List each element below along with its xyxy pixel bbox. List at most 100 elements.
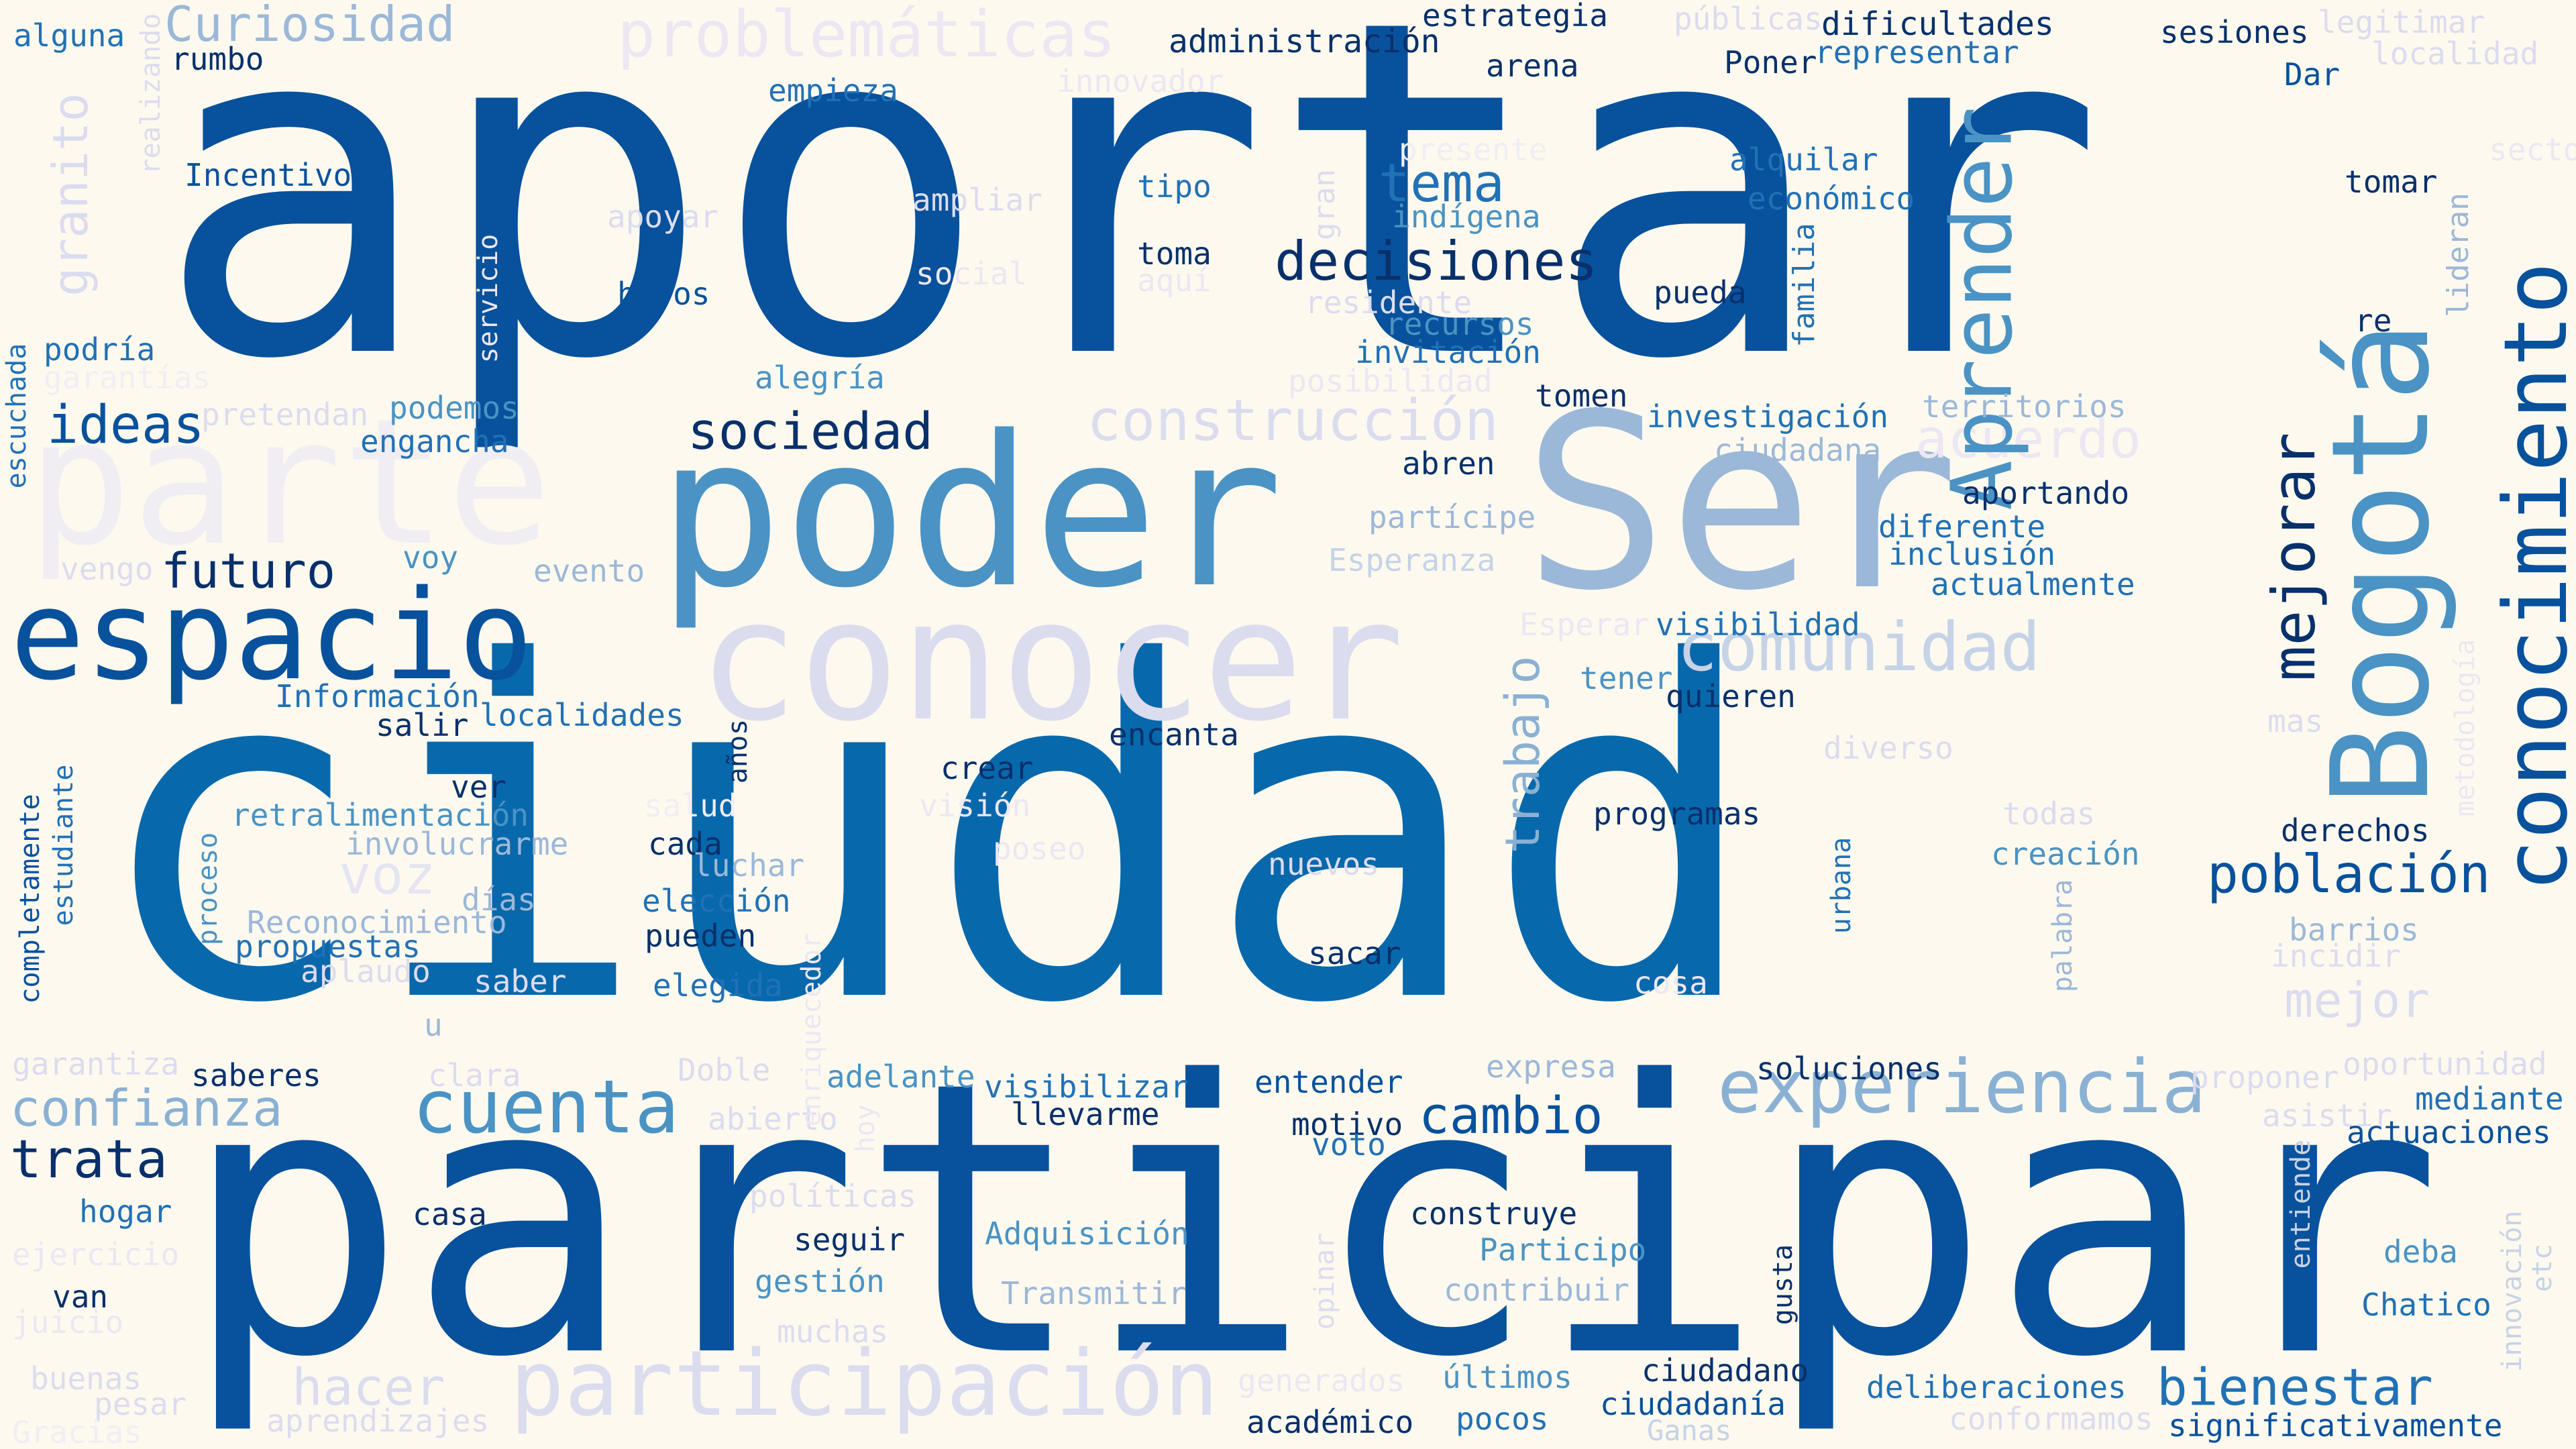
word-sesiones: sesiones [2160,14,2309,50]
word-sector: sector [2489,131,2576,168]
word-propuestas: propuestas [235,928,421,965]
word-aprender: Aprender [1933,106,2031,511]
word-construye: construye [1410,1195,1578,1232]
word-doble: Doble [678,1052,771,1088]
word-enriquecedor: enriquecedor [796,932,827,1127]
word-sacar: sacar [1308,935,1401,971]
word-opinar: opinar [1309,1232,1340,1330]
word-arena: arena [1486,48,1579,84]
word-economico: económico [1748,180,1915,217]
word-pesar: pesar [94,1386,187,1422]
word-chatico: Chatico [2361,1287,2491,1323]
word-informacion: Información [275,678,480,714]
word-podemos: podemos [389,390,519,426]
word-hacer: hacer [292,1357,445,1417]
word-empieza: empieza [768,72,898,109]
word-encanta: encanta [1109,716,1239,753]
word-actuaciones: actuaciones [2347,1114,2551,1150]
word-crear: crear [941,750,1034,786]
word-engancha: engancha [360,423,509,460]
word-bienestar: bienestar [2157,1357,2433,1417]
word-problematicas: problemáticas [617,0,1116,72]
word-seguir: seguir [794,1222,906,1258]
word-granito: granito [42,93,99,297]
word-palabra: palabra [2047,879,2078,993]
word-mejorar: mejorar [2259,432,2328,682]
word-deliberaciones: deliberaciones [1866,1369,2127,1405]
word-ejercicio: ejercicio [12,1236,180,1273]
word-llevarme: llevarme [1011,1096,1160,1132]
word-sociedad: sociedad [688,401,934,461]
word-poseo: poseo [993,830,1086,867]
word-asistir: asistir [2262,1097,2392,1134]
word-estrategia: estrategia [1422,0,1608,34]
word-re: re [2355,303,2392,339]
word-ciudadana: ciudadana [1714,432,1882,468]
word-deba: deba [2383,1234,2458,1270]
word-proceso: proceso [193,832,223,946]
word-saber: saber [474,963,567,1000]
word-estudiante: estudiante [48,764,79,926]
word-evento: evento [533,553,645,589]
word-tema: tema [1379,154,1505,214]
word-tomen: tomen [1535,378,1628,414]
word-retralimentacion: retralimentación [231,797,529,833]
word-ciudadano: ciudadano [1642,1352,1809,1389]
word-experiencia: experiencia [1717,1044,2206,1130]
word-participe: partícipe [1368,499,1536,535]
word-esperar: Esperar [1519,606,1650,643]
word-alegria: alegría [755,360,885,396]
word-localidades: localidades [480,697,684,733]
word-contribuir: contribuir [1444,1272,1629,1308]
word-posibilidad: posibilidad [1288,363,1493,399]
word-pretendan: pretendan [201,396,369,433]
word-quieren: quieren [1666,678,1796,714]
word-nuevos: nuevos [1268,846,1380,882]
word-recursos: recursos [1385,306,1534,342]
word-pueda: pueda [1654,274,1747,311]
word-ciudadania: ciudadanía [1600,1386,1786,1422]
word-eleccion: elección [642,883,791,919]
word-programas: programas [1593,796,1761,832]
word-social: social [916,256,1028,292]
word-acuerdo: acuerdo [1915,408,2142,470]
word-buenas: buenas [30,1360,142,1397]
word-proponer: proponer [2190,1059,2339,1095]
word-bogota: Bogotá [2303,321,2459,806]
word-creacion: creación [1991,836,2140,872]
word-tipo: tipo [1137,168,1212,205]
word-soluciones: soluciones [1756,1051,1942,1087]
word-hijos: hijos [617,276,710,312]
word-dias: días [462,881,536,918]
word-voto: voto [1311,1126,1386,1163]
word-hogar: hogar [79,1193,172,1230]
word-comunidad: comunidad [1677,608,2041,686]
word-decisiones: decisiones [1275,230,1598,292]
word-espacio: espacio [10,563,533,708]
word-trata: trata [10,1130,168,1190]
word-incidir: incidir [2271,938,2401,974]
word-mediante: mediante [2415,1081,2564,1117]
word-podria: podría [44,331,156,368]
word-pocos: pocos [1456,1401,1549,1437]
word-anos: años [722,718,753,784]
word-representar: representar [1815,34,2019,70]
word-voy: voy [402,539,459,576]
word-abren: abren [1402,445,1495,482]
word-apoyar: apoyar [607,199,719,235]
word-ver: ver [451,769,507,805]
word-indigena: indígena [1392,199,1541,235]
word-van: van [52,1279,109,1315]
word-garantiza: garantiza [12,1046,180,1082]
word-inclusion: inclusión [1888,536,2056,572]
word-transmitir: Transmitir [1001,1275,1187,1311]
word-significativamente: significativamente [2168,1407,2503,1444]
word-residente: residente [1305,284,1472,321]
word-visibilizar: visibilizar [984,1069,1189,1105]
word-cuenta: cuenta [413,1064,680,1150]
word-conocer: conocer [698,563,1405,758]
word-alquilar: alquilar [1729,142,1878,178]
word-mejor: mejor [2284,972,2430,1028]
word-salud: salud [644,788,737,824]
word-politicas: políticas [749,1178,917,1214]
